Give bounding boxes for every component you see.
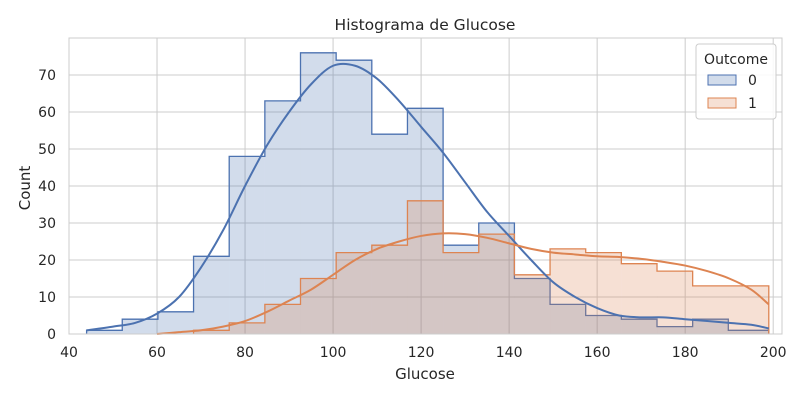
y-tick-label: 40 bbox=[38, 179, 56, 195]
histogram-bar-outcome-0 bbox=[621, 319, 658, 334]
y-tick-label: 50 bbox=[38, 142, 56, 158]
histogram-bar-outcome-0 bbox=[550, 304, 586, 334]
x-tick-labels: 40 60 80 100 120 140 160 180 200 bbox=[60, 345, 786, 361]
y-tick-label: 60 bbox=[38, 105, 56, 121]
histogram-bar-outcome-1 bbox=[585, 252, 622, 334]
y-tick-label: 0 bbox=[47, 327, 56, 343]
histogram-bar-outcome-1 bbox=[193, 330, 230, 334]
chart-title: Histograma de Glucose bbox=[335, 16, 516, 34]
legend-label-1: 1 bbox=[748, 96, 757, 112]
histogram-bar-outcome-1 bbox=[657, 271, 693, 334]
histogram-bar-outcome-1 bbox=[514, 274, 551, 334]
x-tick-label: 80 bbox=[236, 345, 254, 361]
kde-curve-outcome-1 bbox=[156, 232, 770, 335]
histogram-bar-outcome-0 bbox=[585, 315, 622, 334]
plot-frame bbox=[68, 37, 783, 335]
x-tick-label: 60 bbox=[148, 345, 166, 361]
histogram-bar-outcome-1 bbox=[300, 278, 337, 334]
histogram-bar-outcome-0 bbox=[193, 256, 230, 334]
histogram-bar-outcome-0 bbox=[264, 100, 301, 335]
histogram-outline-outcome-1 bbox=[192, 200, 770, 334]
y-tick-label: 70 bbox=[38, 68, 56, 84]
y-tick-label: 20 bbox=[38, 253, 56, 269]
legend-label-0: 0 bbox=[748, 73, 757, 89]
histogram-bar-outcome-1 bbox=[478, 234, 515, 334]
histogram-bar-outcome-0 bbox=[86, 330, 123, 334]
histogram-bar-outcome-1 bbox=[407, 200, 444, 334]
histogram-bar-outcome-0 bbox=[478, 223, 515, 334]
histogram-bar-outcome-1 bbox=[443, 252, 479, 334]
x-tick-label: 100 bbox=[320, 345, 347, 361]
histogram-bar-outcome-1 bbox=[692, 285, 729, 334]
x-tick-label: 140 bbox=[496, 345, 523, 361]
histogram-bar-outcome-0 bbox=[443, 245, 479, 334]
y-axis-title: Count bbox=[16, 166, 34, 211]
y-tick-label: 30 bbox=[38, 216, 56, 232]
histogram-bar-outcome-1 bbox=[264, 304, 301, 334]
histogram-bars bbox=[85, 52, 770, 335]
x-tick-label: 120 bbox=[408, 345, 435, 361]
x-tick-label: 180 bbox=[672, 345, 699, 361]
kde-curves bbox=[86, 62, 770, 335]
histogram-bar-outcome-0 bbox=[657, 326, 693, 334]
histogram-bar-outcome-0 bbox=[371, 134, 408, 334]
histogram-bar-outcome-1 bbox=[229, 322, 265, 334]
histogram-bar-outcome-0 bbox=[728, 330, 769, 334]
histogram-bar-outcome-0 bbox=[514, 278, 551, 334]
histogram-outline-outcome-0 bbox=[85, 52, 770, 334]
histogram-bar-outcome-0 bbox=[157, 311, 194, 334]
histogram-bar-outcome-0 bbox=[300, 52, 337, 335]
histogram-bar-outcome-1 bbox=[371, 245, 408, 334]
kde-curve-outcome-0 bbox=[86, 62, 770, 332]
x-tick-label: 160 bbox=[584, 345, 611, 361]
histogram-bar-outcome-1 bbox=[621, 263, 658, 334]
legend-title: Outcome bbox=[704, 52, 768, 68]
legend-swatch-0 bbox=[707, 74, 737, 86]
x-axis-title: Glucose bbox=[395, 365, 455, 383]
y-tick-labels: 0 10 20 30 40 50 60 70 bbox=[38, 68, 56, 343]
y-tick-label: 10 bbox=[38, 290, 56, 306]
histogram-bar-outcome-0 bbox=[229, 156, 265, 334]
x-tick-label: 40 bbox=[60, 345, 78, 361]
legend-swatch-1 bbox=[707, 97, 737, 109]
legend: Outcome 0 1 bbox=[695, 43, 777, 120]
histogram-bar-outcome-0 bbox=[336, 60, 372, 334]
histogram-bar-outcome-1 bbox=[336, 252, 372, 334]
x-tick-label: 200 bbox=[760, 345, 787, 361]
